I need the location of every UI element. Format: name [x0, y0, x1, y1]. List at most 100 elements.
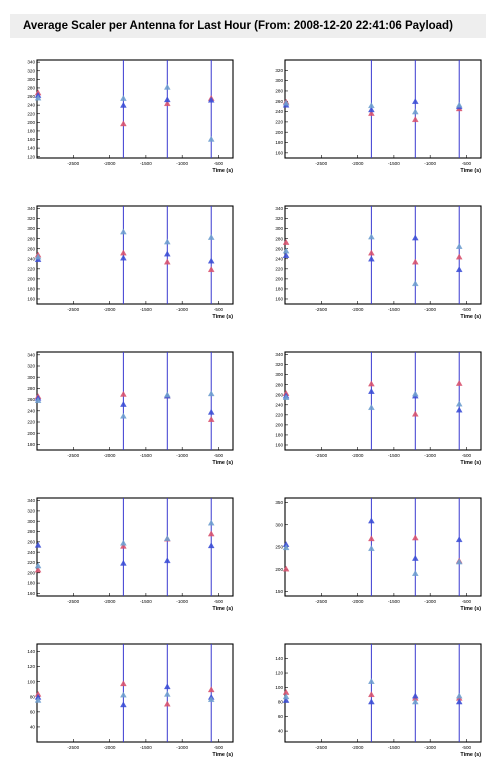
x-tick-label: -1000: [176, 599, 188, 604]
data-point-red: [412, 534, 419, 541]
data-point-cyan: [207, 696, 215, 702]
data-point-blue: [368, 698, 375, 705]
chart-title: Average Scaler per Antenna for Last Hour…: [23, 20, 453, 32]
y-tick-label: 260: [27, 539, 35, 544]
data-point-red: [207, 266, 215, 272]
data-point-red: [368, 249, 375, 256]
data-point-blue: [412, 554, 419, 561]
data-point-cyan: [207, 390, 215, 397]
y-tick-label: 140: [275, 656, 283, 661]
data-point-blue: [207, 257, 215, 264]
y-tick-label: 340: [27, 352, 35, 357]
x-tick-label: -1000: [176, 161, 188, 166]
y-tick-label: 350: [275, 500, 283, 505]
x-tick-label: -2500: [315, 161, 327, 166]
data-point-blue: [120, 254, 127, 261]
y-tick-label: 100: [275, 685, 283, 690]
y-tick-label: 300: [27, 519, 35, 524]
data-point-cyan: [282, 693, 290, 700]
data-point-blue: [282, 252, 290, 258]
plot-frame: [284, 59, 482, 159]
y-tick-label: 180: [27, 129, 35, 134]
data-point-blue: [412, 234, 419, 241]
data-point-red: [282, 565, 290, 572]
data-point-cyan: [34, 94, 42, 101]
y-tick-label: 120: [27, 664, 35, 669]
data-point-red: [164, 258, 171, 265]
y-tick-label: 60: [30, 709, 36, 714]
y-tick-label: 300: [27, 77, 35, 82]
y-tick-label: 60: [278, 714, 284, 719]
x-tick-label: -1500: [388, 453, 400, 458]
y-tick-label: 280: [275, 89, 283, 94]
x-tick-label: -1500: [388, 745, 400, 750]
plot-panel-3: 160 180 200 220 240 260 280 300 320 340 -2500 -2000…: [27, 205, 234, 320]
data-point-cyan: [207, 135, 215, 142]
y-tick-label: 160: [27, 137, 35, 142]
x-tick-label: -500: [462, 453, 472, 458]
x-axis-label: Time (s): [212, 168, 233, 174]
y-tick-label: 40: [30, 725, 36, 730]
y-tick-label: 160: [275, 297, 283, 302]
data-point-red: [164, 100, 171, 106]
y-tick-label: 200: [275, 130, 283, 135]
y-tick-label: 180: [275, 287, 283, 292]
data-point-blue: [164, 557, 171, 564]
data-point-cyan: [412, 108, 419, 115]
y-tick-label: 280: [27, 529, 35, 534]
x-tick-label: -2000: [104, 745, 116, 750]
y-tick-label: 340: [275, 206, 283, 211]
y-tick-label: 260: [27, 246, 35, 251]
data-point-red: [120, 542, 127, 549]
y-tick-label: 220: [27, 111, 35, 116]
data-point-red: [282, 239, 290, 245]
data-point-cyan: [34, 562, 42, 569]
data-point-cyan: [164, 238, 171, 245]
data-point-cyan: [282, 544, 290, 551]
y-tick-label: 260: [275, 99, 283, 104]
data-point-blue: [120, 101, 127, 108]
title-bar: Average Scaler per Antenna for Last Hour…: [10, 14, 486, 38]
data-point-blue: [34, 541, 42, 548]
data-point-cyan: [455, 692, 463, 699]
y-tick-label: 340: [27, 206, 35, 211]
data-point-cyan: [34, 253, 42, 260]
data-point-red: [412, 258, 419, 265]
y-tick-label: 320: [27, 216, 35, 221]
y-tick-label: 180: [27, 442, 35, 447]
y-tick-label: 250: [275, 545, 283, 550]
y-tick-label: 150: [275, 589, 283, 594]
x-tick-label: -2500: [67, 599, 79, 604]
data-point-red: [207, 530, 215, 537]
y-tick-label: 320: [27, 68, 35, 73]
data-point-blue: [455, 406, 463, 413]
x-tick-label: -1500: [388, 307, 400, 312]
x-tick-label: -2500: [315, 453, 327, 458]
data-point-cyan: [368, 233, 375, 240]
y-tick-label: 140: [27, 146, 35, 151]
y-tick-label: 200: [27, 120, 35, 125]
data-point-red: [368, 110, 375, 116]
data-point-blue: [282, 697, 290, 703]
y-tick-label: 200: [275, 422, 283, 427]
y-tick-label: 240: [27, 408, 35, 413]
x-axis-label: Time (s): [212, 460, 233, 466]
x-tick-label: -1500: [388, 161, 400, 166]
data-point-blue: [164, 96, 171, 103]
plot-frame: [284, 205, 482, 305]
plot-frame: [36, 205, 234, 305]
y-tick-label: 160: [275, 443, 283, 448]
x-tick-label: -1500: [140, 453, 152, 458]
x-axis-label: Time (s): [460, 460, 481, 466]
plot-frame: [284, 497, 482, 597]
x-tick-label: -500: [214, 745, 224, 750]
data-point-blue: [120, 701, 127, 708]
plot-panel-6: 160 180 200 220 240 260 280 300 320 340 -2500 -2000…: [275, 351, 482, 466]
data-point-cyan: [455, 101, 463, 108]
y-tick-label: 240: [275, 256, 283, 261]
data-point-red: [368, 380, 375, 387]
y-tick-label: 300: [27, 226, 35, 231]
plot-panel-8: 150 200 250 300 350 -2500 -2000 -1500 -1000 -500 T…: [275, 497, 482, 612]
y-tick-label: 340: [275, 352, 283, 357]
